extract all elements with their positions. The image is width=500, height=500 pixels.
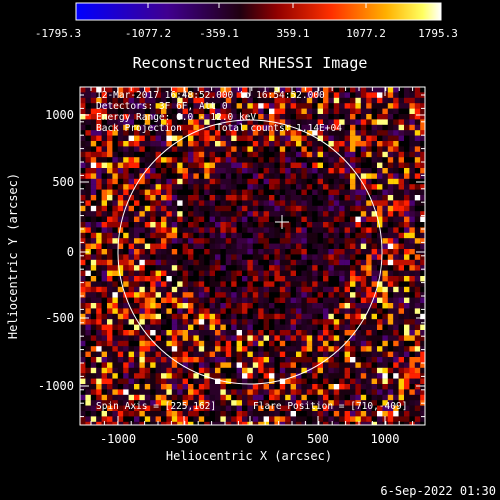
x-tick-label-2: 0 — [246, 432, 253, 446]
colorbar-gradient — [75, 2, 442, 21]
info-energy-range: Energy Range: 6.0 - 12.0 keV — [96, 112, 256, 123]
x-axis-label: Heliocentric X (arcsec) — [166, 449, 332, 463]
footer-timestamp: 6-Sep-2022 01:30 — [380, 484, 496, 498]
colorbar-ticks — [147, 3, 367, 8]
image-pixels — [80, 87, 425, 425]
y-tick-label-4: -1000 — [38, 379, 74, 393]
spin-axis-cross — [275, 215, 289, 229]
x-tick-label-1: -500 — [170, 432, 199, 446]
colorbar: -1795.3 -1077.2 -359.1 359.1 1077.2 1795… — [35, 2, 458, 40]
colorbar-tick-label-3: 359.1 — [276, 27, 309, 40]
info-time-range: 12-Mar-2017 16:48:52.000 to 16:54:52.000 — [96, 90, 325, 101]
y-tick-label-3: -500 — [45, 311, 74, 325]
colorbar-tick-label-0: -1795.3 — [35, 27, 81, 40]
y-tick-label-0: 1000 — [45, 108, 74, 122]
colorbar-tick-label-4: 1077.2 — [346, 27, 386, 40]
y-tick-label-1: 500 — [52, 175, 74, 189]
axis-ticks — [80, 87, 425, 425]
colorbar-tick-label-2: -359.1 — [199, 27, 239, 40]
spin-axis-label: Spin Axis = [225,162] — [96, 401, 216, 412]
colorbar-tick-label-1: -1077.2 — [125, 27, 171, 40]
solar-limb-circle — [117, 119, 383, 385]
info-detectors: Detectors: 3F 6F, Att 0 — [96, 101, 228, 112]
colorbar-tick-label-5: 1795.3 — [418, 27, 458, 40]
x-tick-label-4: 1000 — [371, 432, 400, 446]
y-tick-label-2: 0 — [67, 245, 74, 259]
flare-position-label: Flare Position = [710,-409] — [253, 401, 407, 412]
info-method-counts: Back Projection Total counts: 1.14E+04 — [96, 123, 342, 134]
x-tick-label-3: 500 — [307, 432, 329, 446]
y-axis-label: Heliocentric Y (arcsec) — [6, 173, 20, 339]
plot-title: Reconstructed RHESSI Image — [133, 54, 368, 72]
x-tick-label-0: -1000 — [100, 432, 136, 446]
image-info: 12-Mar-2017 16:48:52.000 to 16:54:52.000… — [96, 90, 407, 412]
